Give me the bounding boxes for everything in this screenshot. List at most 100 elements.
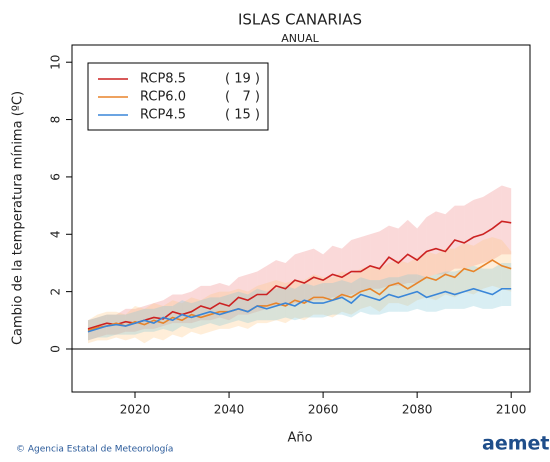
uncertainty-band [407, 219, 418, 284]
uncertainty-band [332, 271, 342, 318]
x-tick-label: 2080 [402, 403, 433, 417]
uncertainty-band [435, 248, 446, 301]
uncertainty-band [219, 294, 230, 327]
uncertainty-band [351, 277, 361, 318]
uncertainty-band [116, 308, 126, 335]
y-tick-label: 8 [49, 116, 63, 124]
y-tick-label: 2 [49, 288, 63, 296]
uncertainty-band [247, 288, 258, 324]
uncertainty-band [501, 262, 512, 306]
uncertainty-band [454, 242, 465, 298]
legend-label: RCP4.5 [140, 108, 186, 123]
uncertainty-band [454, 205, 465, 269]
uncertainty-band [351, 237, 361, 295]
uncertainty-band [313, 274, 324, 315]
legend-label: RCP8.5 [140, 72, 186, 87]
uncertainty-band [266, 280, 277, 324]
series-line [87, 259, 512, 332]
uncertainty-band [294, 251, 305, 304]
uncertainty-band [276, 280, 286, 324]
x-tick-label: 2100 [496, 403, 527, 417]
y-tick-label: 10 [49, 55, 63, 70]
uncertainty-band [379, 277, 389, 315]
uncertainty-band [351, 268, 361, 315]
uncertainty-band [360, 234, 371, 292]
uncertainty-band [144, 308, 154, 332]
uncertainty-band [445, 271, 455, 309]
uncertainty-band [473, 265, 483, 309]
uncertainty-band [172, 300, 183, 332]
uncertainty-band [482, 268, 493, 309]
uncertainty-band [313, 283, 324, 318]
uncertainty-band [257, 265, 267, 312]
uncertainty-band [417, 274, 427, 312]
chart-subtitle: ANUAL [281, 32, 319, 45]
uncertainty-band [332, 245, 342, 298]
uncertainty-band [464, 199, 474, 269]
x-tick-label: 2040 [214, 403, 245, 417]
uncertainty-band [464, 265, 474, 309]
uncertainty-band [435, 211, 446, 275]
uncertainty-band [135, 305, 145, 332]
uncertainty-band [501, 240, 512, 292]
uncertainty-band [492, 185, 502, 261]
uncertainty-band [426, 274, 436, 312]
uncertainty-band [445, 205, 455, 275]
uncertainty-band [341, 240, 352, 298]
uncertainty-band [473, 240, 483, 295]
uncertainty-band [323, 283, 333, 318]
uncertainty-band [454, 268, 465, 309]
uncertainty-band [388, 260, 399, 304]
uncertainty-band [435, 271, 446, 312]
legend-count: ( 7 ) [225, 90, 260, 105]
y-tick-label: 0 [49, 345, 63, 353]
uncertainty-band [426, 211, 436, 278]
uncertainty-band [360, 265, 371, 309]
footer: © Agencia Estatal de Meteorología [16, 445, 173, 455]
uncertainty-band [285, 254, 295, 306]
uncertainty-band [501, 185, 512, 255]
uncertainty-band [313, 248, 324, 301]
logo: aemet [482, 433, 549, 455]
uncertainty-band [285, 280, 295, 324]
uncertainty-band [200, 294, 211, 335]
uncertainty-band [323, 245, 333, 301]
uncertainty-band [304, 274, 314, 321]
x-tick-label: 2060 [308, 403, 339, 417]
uncertainty-band [323, 277, 333, 318]
uncertainty-band [304, 248, 314, 304]
y-tick-label: 4 [49, 230, 63, 238]
uncertainty-band [257, 283, 267, 324]
x-axis-label: Año [287, 431, 312, 446]
uncertainty-band [238, 291, 248, 324]
uncertainty-band [219, 291, 230, 329]
uncertainty-band [379, 225, 389, 289]
uncertainty-band [276, 260, 286, 306]
uncertainty-band [398, 274, 408, 312]
uncertainty-band [388, 225, 399, 286]
uncertainty-band [210, 291, 220, 332]
uncertainty-band [229, 291, 239, 324]
uncertainty-band [257, 288, 267, 321]
uncertainty-band [135, 305, 145, 344]
uncertainty-band [182, 300, 192, 329]
uncertainty-band [200, 297, 211, 327]
uncertainty-band [210, 283, 220, 321]
uncertainty-band [247, 271, 258, 315]
x-tick-label: 2020 [120, 403, 151, 417]
uncertainty-band [276, 285, 286, 321]
uncertainty-band [492, 262, 502, 309]
uncertainty-band [473, 196, 483, 266]
y-tick-label: 6 [49, 173, 63, 181]
uncertainty-band [370, 231, 380, 289]
uncertainty-band [398, 219, 408, 286]
chart-title: ISLAS CANARIAS [238, 11, 362, 29]
series-line [87, 287, 512, 333]
legend-label: RCP6.0 [140, 90, 186, 105]
legend-count: ( 19 ) [225, 72, 260, 87]
uncertainty-band [341, 280, 352, 318]
uncertainty-band [417, 251, 427, 301]
uncertainty-band [266, 260, 277, 309]
series-line [87, 220, 512, 330]
